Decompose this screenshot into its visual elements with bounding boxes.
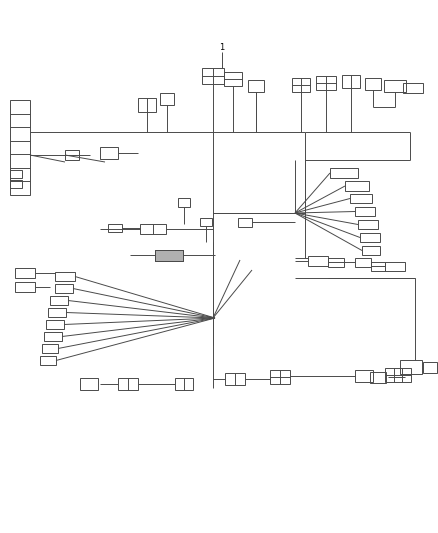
Bar (160, 93, 174, 105)
Bar (358, 220, 378, 229)
Bar (10, 100, 30, 195)
Bar (108, 224, 122, 232)
Bar (15, 268, 35, 278)
Bar (350, 194, 372, 203)
Bar (10, 170, 22, 178)
Bar (140, 224, 166, 234)
Bar (55, 284, 73, 293)
Bar (360, 233, 380, 242)
Bar (345, 181, 369, 191)
Bar (292, 78, 310, 92)
Bar (55, 272, 75, 281)
Bar (384, 80, 406, 92)
Bar (385, 262, 405, 271)
Text: 1: 1 (219, 44, 225, 52)
Bar (355, 370, 373, 382)
Bar (248, 80, 264, 92)
Bar (42, 344, 58, 353)
Bar (328, 258, 344, 267)
Bar (355, 207, 375, 216)
Bar (270, 370, 290, 384)
Bar (155, 250, 183, 261)
Bar (365, 78, 381, 90)
Bar (330, 168, 358, 178)
Bar (50, 296, 68, 305)
Bar (65, 150, 79, 160)
Bar (224, 72, 242, 86)
Bar (385, 368, 411, 382)
Bar (355, 258, 371, 267)
Bar (371, 262, 385, 271)
Bar (10, 180, 22, 188)
Bar (80, 378, 98, 390)
Bar (403, 83, 423, 93)
Bar (178, 198, 190, 207)
Bar (200, 218, 212, 226)
Bar (423, 362, 437, 373)
Bar (155, 250, 183, 261)
Bar (316, 76, 336, 90)
Bar (138, 98, 156, 112)
Bar (40, 356, 56, 365)
Bar (44, 332, 62, 341)
Bar (370, 372, 386, 383)
Bar (342, 75, 360, 88)
Bar (46, 320, 64, 329)
Bar (400, 360, 422, 374)
Bar (175, 378, 193, 390)
Bar (118, 378, 138, 390)
Bar (202, 68, 224, 84)
Bar (308, 256, 328, 266)
Bar (15, 282, 35, 292)
Bar (48, 308, 66, 317)
Bar (225, 373, 245, 385)
Bar (238, 218, 252, 227)
Bar (362, 246, 380, 255)
Bar (100, 147, 118, 159)
